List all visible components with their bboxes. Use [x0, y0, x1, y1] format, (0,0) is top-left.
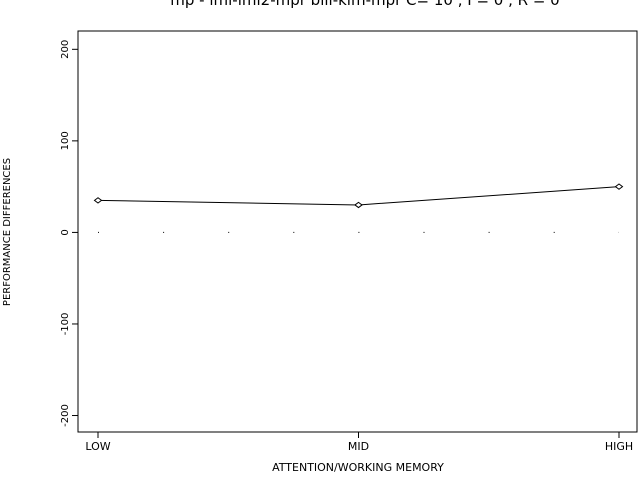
- plot-frame: [77, 30, 638, 433]
- point-marker: [93, 197, 103, 204]
- y-tick-label: 100: [60, 131, 71, 150]
- y-tick-label: -100: [60, 313, 71, 336]
- x-tick-label: MID: [348, 440, 369, 453]
- y-axis-label: PERFORMANCE DIFFERENCES: [2, 158, 13, 306]
- y-tick-label: -200: [60, 404, 71, 427]
- x-tick-label: HIGH: [605, 440, 633, 453]
- point-marker: [354, 201, 363, 209]
- y-tick-label: 0: [60, 229, 71, 235]
- x-axis-label: ATTENTION/WORKING MEMORY: [272, 461, 444, 473]
- x-tick-label: LOW: [85, 440, 110, 453]
- point-marker: [614, 183, 624, 190]
- y-tick-label: 200: [60, 40, 71, 59]
- chart-title: mp - imi-imi2-mpr bill-kim-mpr C= 10 , I…: [170, 0, 559, 9]
